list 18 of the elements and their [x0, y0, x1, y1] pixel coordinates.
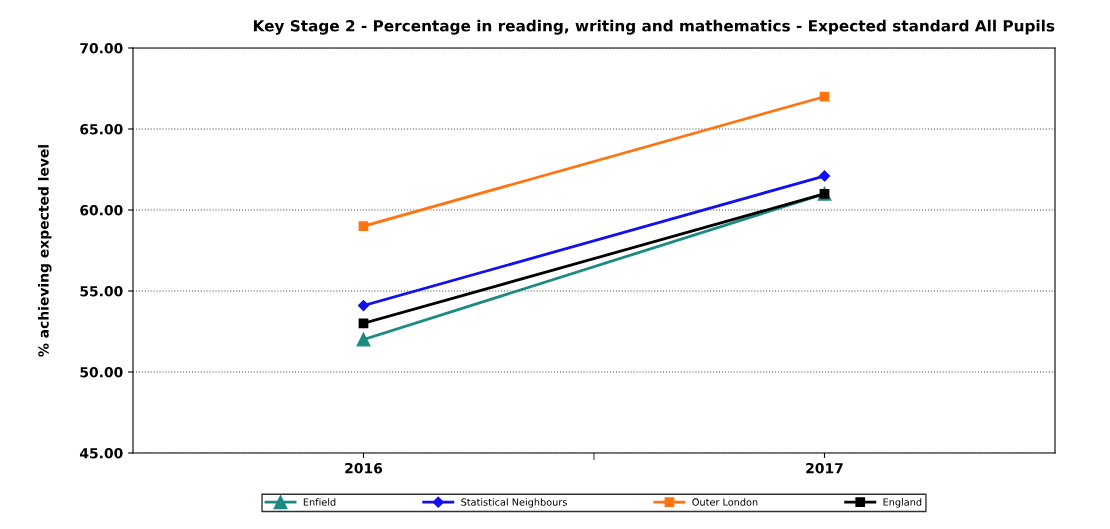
y-tick-label: 70.00: [80, 42, 123, 54]
x-tick-label: 2016: [345, 462, 383, 474]
y-tick-label: 60.00: [80, 204, 123, 216]
legend-label: Outer London: [692, 498, 758, 506]
x-tick-label: 2017: [806, 462, 843, 474]
y-tick-label: 45.00: [79, 447, 123, 459]
point: [357, 299, 370, 312]
point: [818, 170, 831, 182]
y-tick-label: 50.00: [80, 366, 123, 378]
y-axis-title: % achieving expected level: [38, 145, 52, 357]
y-tick-label: 55.00: [80, 285, 123, 297]
point: [356, 332, 371, 347]
legend-label: Statistical Neighbours: [461, 498, 567, 508]
y-tick-label: 65.00: [80, 123, 123, 135]
chart-title: Key Stage 2 - Percentage in reading, writing and mathematics - Expected standard All Pupils: [253, 19, 1055, 35]
legend-label: England: [883, 498, 922, 508]
legend-label: Enfield: [303, 498, 336, 506]
point: [358, 221, 369, 232]
